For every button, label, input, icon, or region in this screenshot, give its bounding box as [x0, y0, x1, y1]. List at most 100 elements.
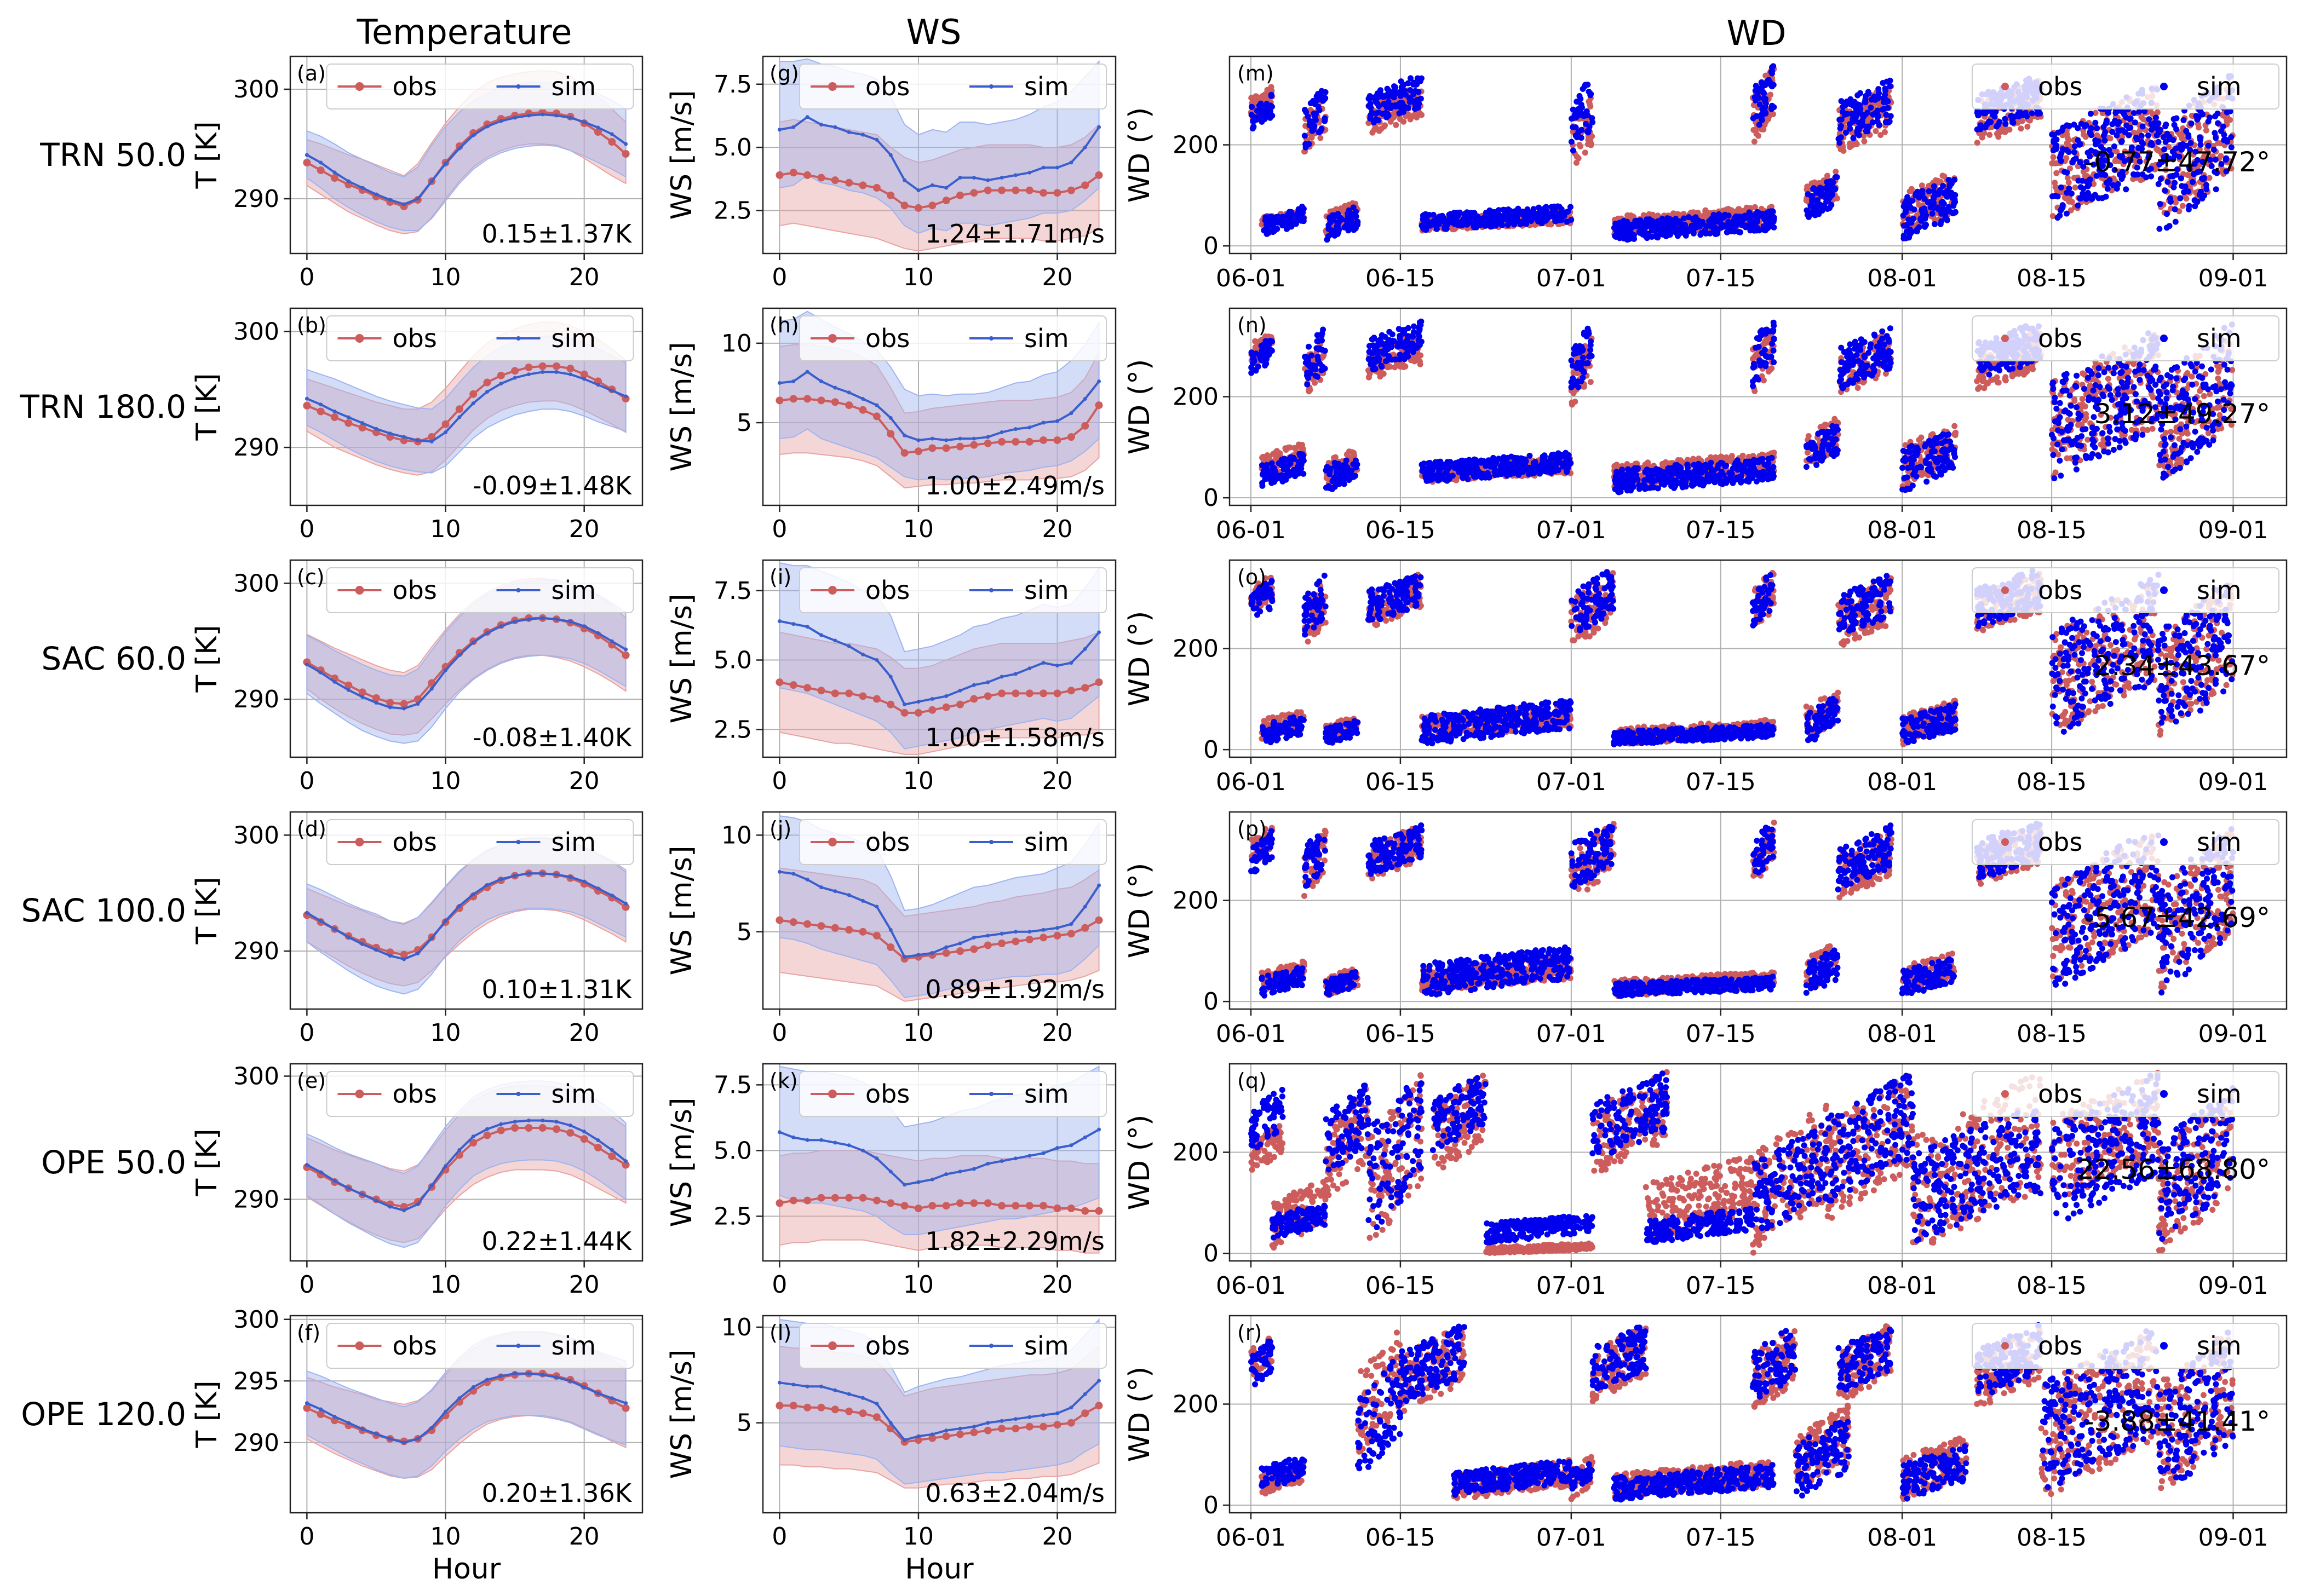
panel-l-xlabel: Hour [905, 1553, 974, 1586]
panel-f-row-label: OPE 120.0 [21, 1396, 186, 1433]
panel-c-row-label: SAC 60.0 [41, 640, 186, 677]
panel-m-point-sim [1388, 105, 1394, 111]
panel-m-point-sim [1931, 205, 1937, 211]
panel-m-point-sim [1335, 231, 1341, 237]
panel-f-legend-label-sim: sim [552, 1331, 596, 1361]
panel-l-point-obs [1012, 1425, 1019, 1432]
panel-f-legend-swatch-marker-sim [516, 1344, 521, 1348]
panel-m-point-sim [2077, 141, 2083, 147]
panel-a-point-obs [303, 159, 311, 166]
panel-i-point-sim [958, 689, 962, 693]
panel-h-xtick-label: 20 [1042, 515, 1073, 543]
panel-a-point-sim [472, 134, 475, 137]
panel-m-point-sim [1952, 192, 1958, 198]
panel-m-point-sim [1279, 222, 1285, 228]
panel-k-point-sim [778, 1130, 782, 1134]
panel-h-point-obs [970, 441, 978, 449]
panel-j-point-sim [1097, 884, 1101, 888]
panel-a-legend-swatch-marker-sim [516, 84, 521, 89]
panel-c-point-sim [388, 705, 392, 709]
panel-j-point-sim [1055, 926, 1059, 930]
panel-m-point-sim [1421, 218, 1427, 224]
panel-e-legend-label-obs: obs [393, 1079, 437, 1109]
panel-a-point-sim [374, 193, 378, 197]
panel-k-point-obs [970, 1199, 978, 1207]
panel-m-point-sim [2140, 123, 2146, 129]
panel-h-point-obs [956, 443, 964, 451]
panel-c-point-sim [555, 618, 559, 621]
panel-a-xtick-label: 20 [569, 263, 600, 291]
panel-l-letter: (l) [769, 1321, 791, 1345]
panel-m-point-sim [1921, 205, 1927, 211]
panel-l-point-obs [1081, 1409, 1089, 1417]
panel-m-point-sim [1709, 223, 1715, 229]
panel-k-point-sim [1069, 1143, 1073, 1147]
panel-m-point-obs [1582, 149, 1588, 155]
panel-b-row-label: TRN 180.0 [19, 388, 186, 425]
panel-k-point-obs [776, 1199, 783, 1207]
panel-m-point-sim [1297, 213, 1303, 219]
panel-h-point-obs [873, 412, 881, 420]
panel-i-point-obs [1039, 689, 1047, 697]
panel-m-point-obs [1577, 143, 1583, 149]
panel-i-point-obs [901, 709, 909, 717]
panel-f-point-sim [444, 1410, 447, 1414]
panel-k-ytick-label: 2.5 [714, 1202, 752, 1230]
panel-m-point-sim [1653, 233, 1659, 239]
panel-m-xtick-label: 08-01 [1867, 264, 1937, 292]
panel-d-point-sim [333, 927, 337, 931]
panel-k-point-obs [901, 1202, 909, 1209]
panel-m-point-sim [2131, 110, 2137, 116]
panel-d-xtick-label: 20 [569, 1019, 600, 1047]
panel-d-legend-label-sim: sim [552, 827, 596, 857]
panel-l-point-sim [889, 1421, 893, 1425]
panel-f-xlabel: Hour [432, 1553, 501, 1586]
panel-l-point-sim [1014, 1417, 1018, 1421]
panel-m-point-sim [1561, 213, 1567, 219]
panel-m-point-sim [1644, 223, 1650, 229]
panel-m-point-sim [1840, 104, 1846, 110]
panel-a-point-obs [608, 138, 616, 146]
panel-j-point-sim [972, 936, 976, 940]
panel-m-point-sim [2023, 110, 2029, 116]
panel-a-point-sim [582, 120, 586, 124]
panel-j-point-obs [1012, 937, 1019, 945]
panel-m-point-sim [1468, 210, 1474, 216]
panel-l-xtick-label: 10 [903, 1523, 934, 1551]
panel-m-point-sim [1457, 210, 1463, 216]
panel-k-ylabel: WS [m/s] [665, 1098, 698, 1228]
panel-b-point-sim [513, 376, 517, 380]
panel-l-point-obs [1039, 1423, 1047, 1431]
panel-i-point-sim [861, 653, 865, 656]
panel-h-point-sim [791, 379, 795, 383]
panel-j-point-obs [956, 947, 964, 955]
panel-m-point-sim [1269, 113, 1275, 119]
panel-d-ytick-label: 290 [233, 937, 279, 965]
panel-l-point-sim [806, 1385, 809, 1388]
panel-g-point-sim [819, 123, 823, 126]
panel-h-legend-swatch-marker-sim [989, 336, 993, 341]
panel-g-point-sim [958, 176, 962, 180]
panel-h-ylabel: WS [m/s] [665, 342, 698, 472]
panel-l-ytick-label: 5 [737, 1409, 752, 1437]
panel-e-point-sim [416, 1202, 420, 1206]
panel-m-point-obs [1400, 119, 1406, 125]
panel-i-ytick-label: 7.5 [714, 577, 752, 605]
panel-m-point-obs [2002, 129, 2008, 135]
panel-k-point-obs [1026, 1202, 1033, 1209]
panel-j-point-sim [916, 953, 920, 957]
panel-h-point-obs [1039, 436, 1047, 444]
panel-m-point-sim [1825, 198, 1831, 204]
panel-m-point-sim [1765, 218, 1771, 224]
panel-m-point-sim [2173, 219, 2179, 225]
panel-e-point-sim [624, 1159, 628, 1163]
panel-m-point-sim [2071, 149, 2077, 155]
panel-m-point-sim [1375, 101, 1381, 107]
panel-f-point-sim [402, 1441, 406, 1444]
panel-c-point-sim [444, 669, 447, 672]
panel-b-point-obs [317, 407, 325, 415]
panel-g-point-sim [1014, 173, 1018, 177]
panel-m-point-sim [2076, 178, 2082, 184]
column-title-wd: WD [1726, 13, 1786, 53]
panel-m-point-obs [1251, 96, 1257, 102]
